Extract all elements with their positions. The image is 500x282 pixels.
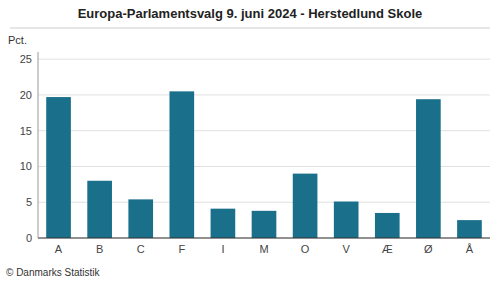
- bar: [416, 99, 441, 238]
- x-tick-label: A: [55, 243, 63, 255]
- title: Europa-Parlamentsvalg 9. juni 2024 - Her…: [78, 6, 423, 21]
- bar: [252, 211, 277, 238]
- y-tick-label: 25: [20, 53, 32, 65]
- bar: [375, 213, 400, 238]
- x-tick-label: Å: [466, 243, 474, 255]
- x-axis-line: [38, 238, 490, 239]
- x-tick-label: C: [137, 243, 145, 255]
- y-tick-label: 20: [20, 89, 32, 101]
- bar: [211, 209, 236, 238]
- grid-line: [38, 238, 490, 239]
- y-tick-label: 5: [26, 196, 32, 208]
- y-axis-line: [38, 52, 39, 238]
- y-axis-label: Pct.: [8, 34, 27, 46]
- x-tick-label: F: [178, 243, 185, 255]
- bar: [87, 181, 112, 238]
- chart-svg: Europa-Parlamentsvalg 9. juni 2024 - Her…: [0, 0, 500, 282]
- bar: [457, 220, 482, 238]
- x-tick-label: Æ: [382, 243, 393, 255]
- bar: [169, 91, 194, 238]
- x-tick-label: I: [221, 243, 224, 255]
- bar: [128, 199, 153, 238]
- grid-line: [38, 94, 490, 95]
- title-separator: [10, 28, 490, 29]
- y-tick-label: 10: [20, 160, 32, 172]
- bar: [46, 97, 71, 238]
- chart-container: Europa-Parlamentsvalg 9. juni 2024 - Her…: [0, 0, 500, 282]
- bars: [46, 91, 482, 238]
- x-tick-label: O: [301, 243, 310, 255]
- bar: [293, 174, 318, 238]
- x-tick-label: Ø: [424, 243, 433, 255]
- y-tick-label: 15: [20, 125, 32, 137]
- x-tick-label: V: [343, 243, 351, 255]
- grid-line: [38, 59, 490, 60]
- grid: [38, 59, 490, 238]
- y-tick-label: 0: [26, 232, 32, 244]
- bar: [334, 202, 359, 238]
- x-tick-label: B: [96, 243, 103, 255]
- footnote: © Danmarks Statistik: [6, 267, 101, 278]
- x-tick-label: M: [259, 243, 268, 255]
